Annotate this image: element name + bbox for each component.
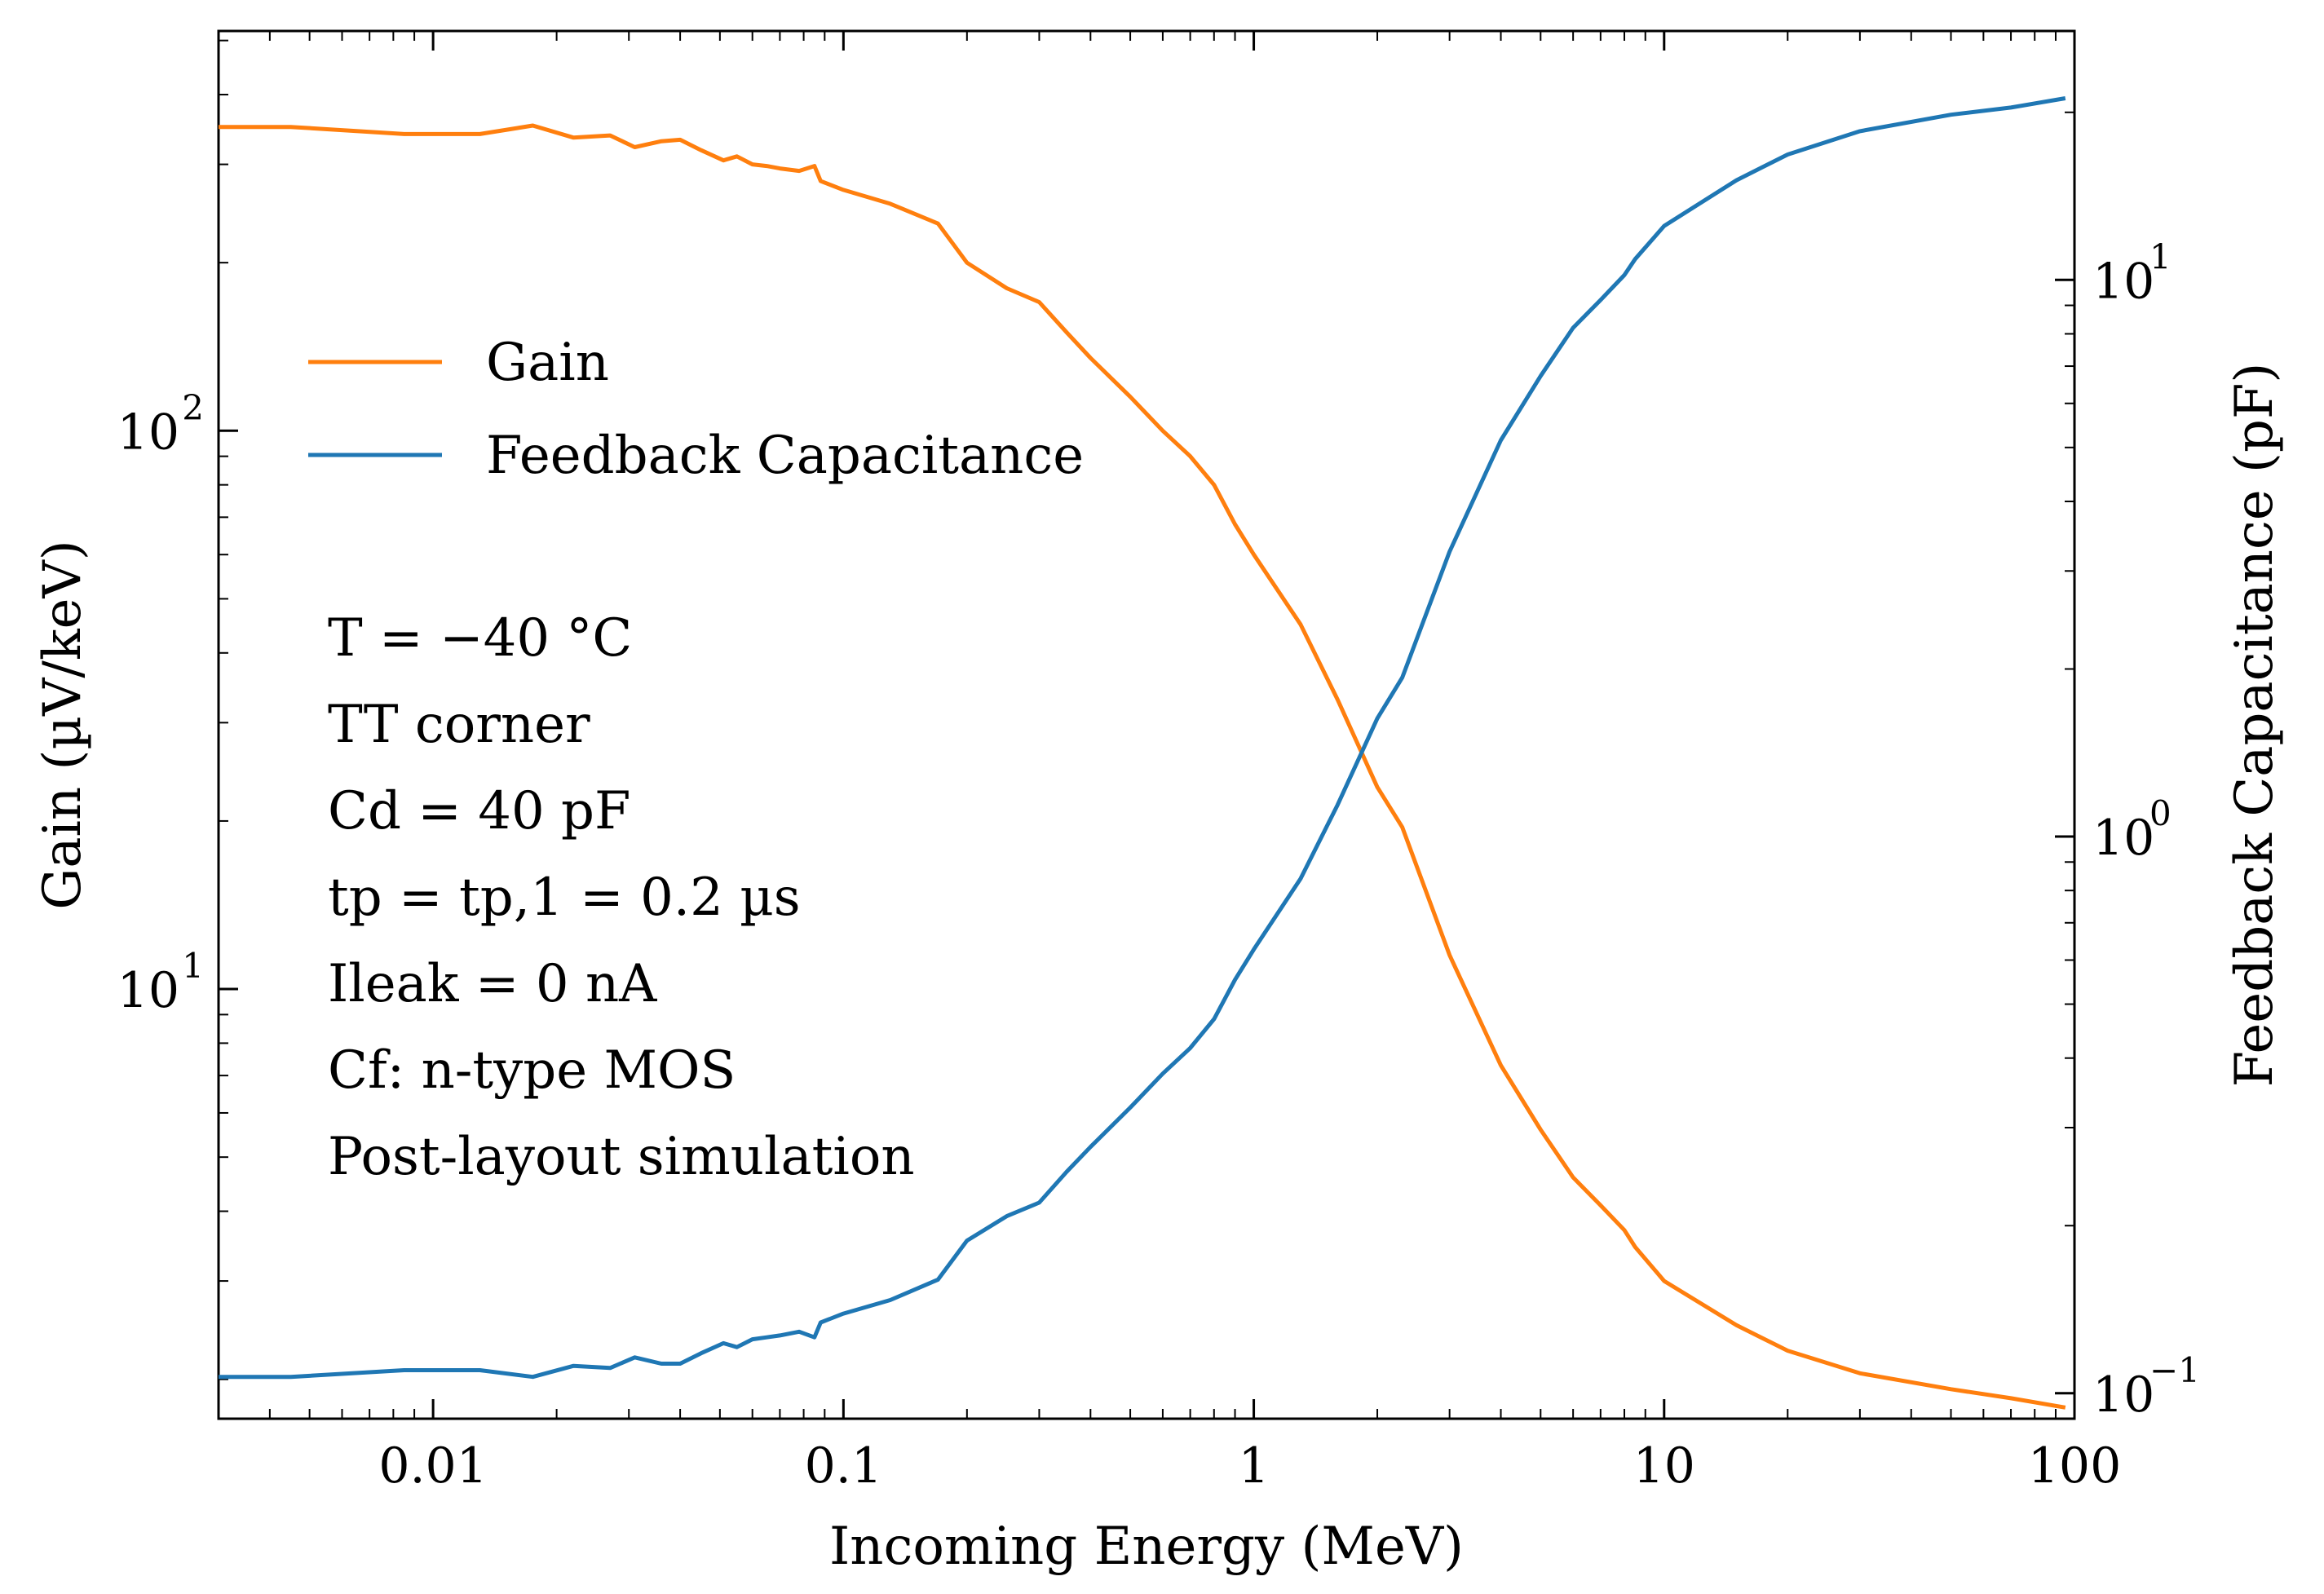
plot-frame (217, 29, 2076, 1420)
right-y-tick-exponent: 1 (2149, 236, 2172, 276)
legend: Gain Feedback Capacitance (308, 333, 1084, 486)
left-y-tick-exponent: 2 (182, 387, 204, 427)
x-axis-title: Incoming Energy (MeV) (829, 1517, 1464, 1577)
left-y-tick-label: 10 (117, 404, 179, 461)
annotation-simulation: Post-layout simulation (328, 1127, 915, 1187)
series-lines (219, 96, 2066, 1410)
x-tick-label: 0.1 (805, 1437, 882, 1495)
annotation-temperature: T = −40 °C (328, 608, 632, 669)
x-tick-label: 100 (2028, 1437, 2122, 1495)
annotation-feedback-type: Cf: n-type MOS (328, 1040, 736, 1101)
right-y-tick-label: 10 (2092, 1367, 2154, 1424)
legend-label-gain: Gain (486, 333, 609, 393)
x-tick-label: 1 (1238, 1437, 1269, 1495)
right-y-tick-exponent: −1 (2149, 1350, 2200, 1390)
annotation-peaking-time: tp = tp,1 = 0.2 µs (328, 868, 801, 928)
series-line-gain (219, 123, 2066, 1410)
x-axis-ticks: 0.01 0.1 1 10 100 (268, 31, 2122, 1495)
right-y-axis-title: Feedback Capacitance (pF) (2225, 363, 2285, 1088)
right-y-tick-label: 10 (2092, 810, 2154, 867)
annotation-block: T = −40 °C TT corner Cd = 40 pF tp = tp,… (328, 608, 915, 1187)
x-tick-label: 0.01 (378, 1437, 488, 1495)
annotation-detector-capacitance: Cd = 40 pF (328, 781, 630, 841)
annotation-leakage-current: Ileak = 0 nA (328, 954, 657, 1014)
series-line-feedback-capacitance (219, 96, 2066, 1380)
left-y-tick-exponent: 1 (182, 946, 204, 986)
left-y-axis-title: Gain (µV/keV) (33, 540, 93, 910)
x-tick-label: 10 (1633, 1437, 1695, 1495)
left-y-tick-label: 10 (117, 962, 179, 1019)
legend-label-feedback-capacitance: Feedback Capacitance (486, 426, 1084, 486)
right-y-tick-exponent: 0 (2149, 793, 2172, 833)
annotation-corner: TT corner (328, 695, 590, 755)
right-y-tick-label: 10 (2092, 253, 2154, 310)
